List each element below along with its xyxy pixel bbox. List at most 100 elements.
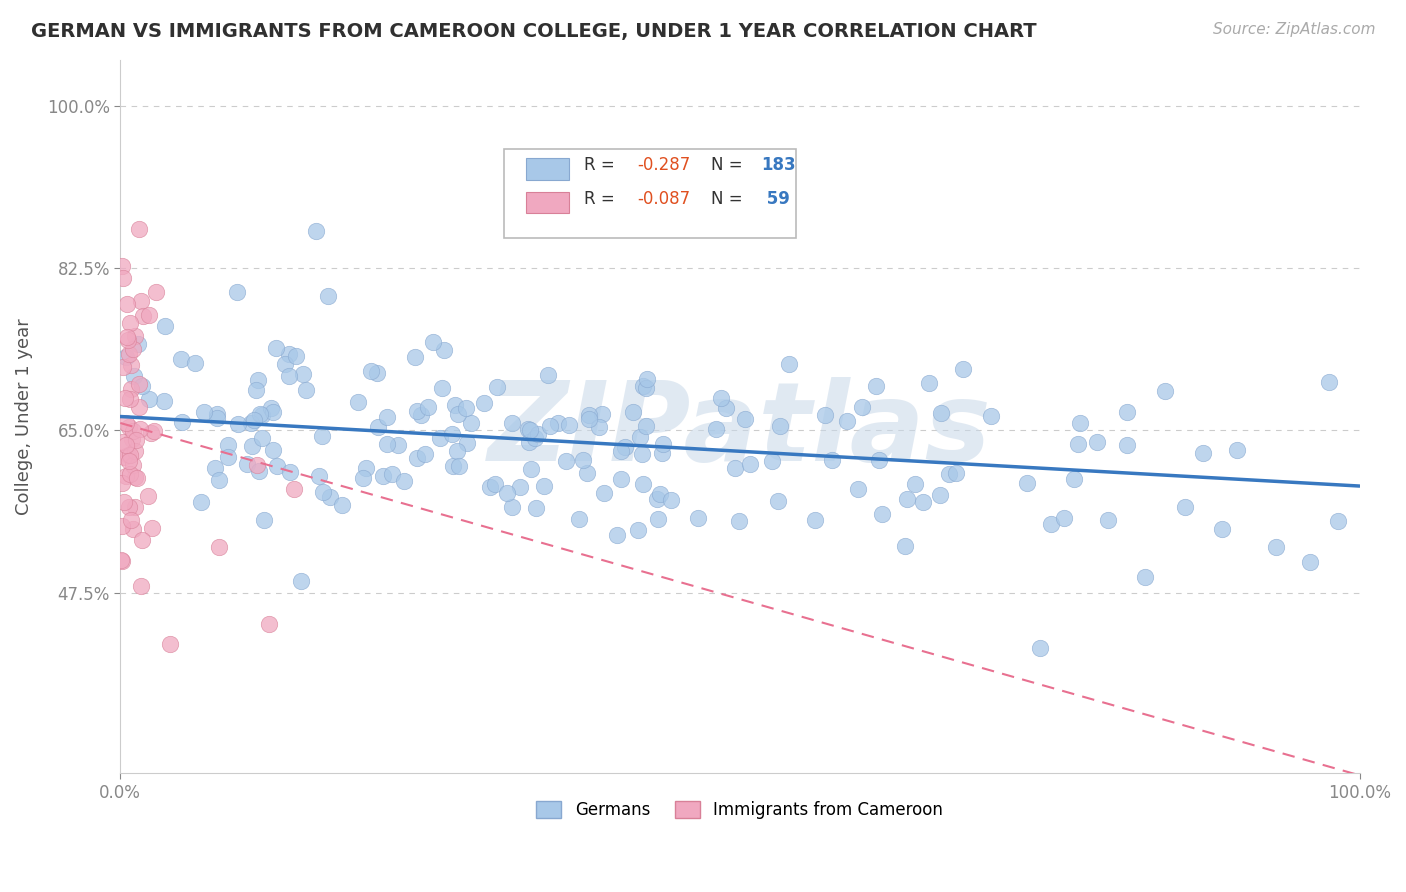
Point xyxy=(651,437,673,451)
Point xyxy=(918,376,941,390)
Point xyxy=(295,383,318,397)
Point xyxy=(952,361,974,376)
Point xyxy=(266,459,288,474)
Point xyxy=(278,465,301,479)
Text: Source: ZipAtlas.com: Source: ZipAtlas.com xyxy=(1212,22,1375,37)
Point xyxy=(240,439,263,453)
Point xyxy=(152,394,174,409)
Point xyxy=(778,357,800,371)
Point xyxy=(274,357,297,371)
Point xyxy=(250,431,273,445)
Point xyxy=(129,422,152,436)
Point xyxy=(1174,500,1197,514)
Point xyxy=(406,404,429,418)
Point xyxy=(911,495,934,509)
Point xyxy=(128,222,150,236)
Point xyxy=(330,498,353,512)
Point xyxy=(1133,570,1156,584)
Point xyxy=(308,469,330,483)
Point xyxy=(623,405,645,419)
Point xyxy=(132,309,155,323)
Point xyxy=(447,407,470,421)
Point xyxy=(375,410,398,425)
Point xyxy=(111,360,134,375)
Point xyxy=(484,477,506,491)
Point xyxy=(631,447,654,461)
Point xyxy=(208,540,231,554)
Point xyxy=(411,408,433,422)
Point xyxy=(284,349,307,363)
Text: N =: N = xyxy=(711,156,742,174)
Point xyxy=(145,285,167,299)
Point xyxy=(761,454,783,468)
Point xyxy=(208,473,231,487)
Point xyxy=(127,337,149,351)
Point xyxy=(207,411,229,425)
Point xyxy=(111,554,134,568)
Point xyxy=(533,479,555,493)
Point xyxy=(311,429,333,443)
Point xyxy=(1211,523,1233,537)
Point xyxy=(110,553,132,567)
Point xyxy=(260,401,283,415)
Point xyxy=(352,471,374,485)
Point xyxy=(945,466,967,480)
Point xyxy=(253,513,276,527)
Point xyxy=(1154,384,1177,398)
Point xyxy=(868,452,890,467)
Point xyxy=(226,285,249,300)
Point xyxy=(204,461,226,475)
Point xyxy=(523,431,546,445)
Point xyxy=(938,467,960,481)
Point xyxy=(124,500,146,514)
FancyBboxPatch shape xyxy=(526,192,569,213)
Point xyxy=(472,396,495,410)
Point xyxy=(121,522,143,536)
Point xyxy=(120,316,142,330)
Point xyxy=(316,288,339,302)
Point xyxy=(651,446,673,460)
Text: R =: R = xyxy=(583,190,614,208)
Point xyxy=(346,395,368,409)
Point xyxy=(449,459,471,474)
Point xyxy=(120,448,142,462)
Point xyxy=(429,431,451,445)
Point xyxy=(769,418,792,433)
Point xyxy=(283,482,305,496)
Point xyxy=(636,381,658,395)
Point xyxy=(112,271,135,285)
Point xyxy=(367,419,389,434)
Point xyxy=(1265,541,1288,555)
Point xyxy=(814,409,837,423)
Point xyxy=(114,416,136,430)
Point xyxy=(226,417,249,432)
Point xyxy=(375,437,398,451)
Point xyxy=(686,511,709,525)
Point xyxy=(645,491,668,506)
Point xyxy=(728,514,751,528)
Point xyxy=(262,405,284,419)
Point xyxy=(609,472,631,486)
Point xyxy=(292,368,315,382)
Point xyxy=(1067,437,1090,451)
Point xyxy=(278,347,301,361)
Point xyxy=(588,420,610,434)
Point xyxy=(1017,476,1039,491)
Point xyxy=(381,467,404,481)
Point xyxy=(520,462,543,476)
Point xyxy=(159,637,181,651)
Point xyxy=(1115,405,1137,419)
Point xyxy=(627,523,650,537)
Point xyxy=(634,418,657,433)
Point xyxy=(554,454,576,468)
Point xyxy=(613,440,636,454)
Point xyxy=(486,380,509,394)
Point xyxy=(865,379,887,393)
Point xyxy=(894,540,917,554)
Point xyxy=(354,461,377,475)
Point xyxy=(138,308,160,322)
Point xyxy=(114,438,136,452)
Point xyxy=(121,433,143,447)
Point xyxy=(1326,514,1348,528)
Point xyxy=(846,482,869,496)
